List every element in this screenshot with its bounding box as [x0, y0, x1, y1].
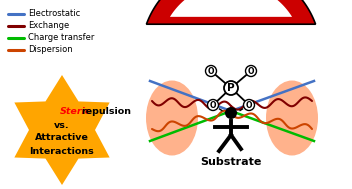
Text: vs.: vs. [54, 121, 70, 129]
Text: Charge transfer: Charge transfer [28, 33, 94, 43]
Ellipse shape [266, 81, 318, 156]
Circle shape [245, 66, 257, 77]
Text: repulsion: repulsion [81, 108, 131, 116]
Text: Steric: Steric [60, 108, 92, 116]
Text: P: P [227, 83, 235, 93]
Text: O: O [210, 101, 216, 109]
Text: Attractive: Attractive [35, 133, 89, 143]
Text: Exchange: Exchange [28, 22, 69, 30]
Text: Catalyst: Catalyst [207, 29, 265, 42]
Text: Substrate: Substrate [200, 157, 262, 167]
Circle shape [224, 81, 238, 95]
Circle shape [207, 99, 219, 111]
Circle shape [244, 99, 254, 111]
Polygon shape [146, 0, 316, 24]
Text: Electrostatic: Electrostatic [28, 9, 80, 19]
Circle shape [225, 107, 237, 119]
Text: O: O [248, 67, 254, 75]
Text: O: O [208, 67, 214, 75]
Text: Interactions: Interactions [30, 146, 94, 156]
Text: Dispersion: Dispersion [28, 46, 73, 54]
Circle shape [206, 66, 216, 77]
Polygon shape [170, 0, 292, 17]
Text: O: O [246, 101, 252, 109]
Ellipse shape [146, 81, 198, 156]
Polygon shape [14, 75, 109, 185]
